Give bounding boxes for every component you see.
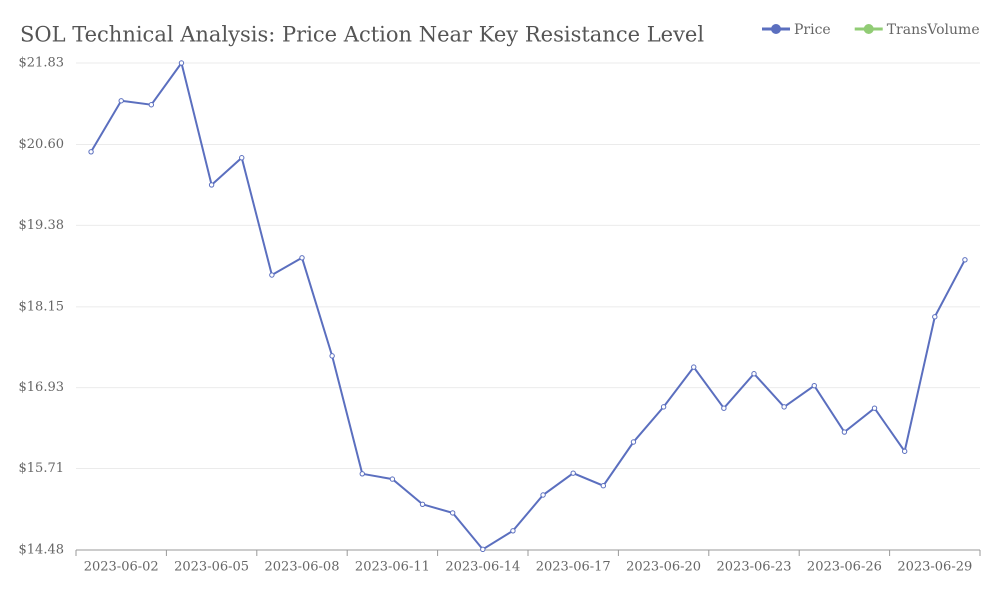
legend-label: Price (794, 22, 831, 38)
chart-title: SOL Technical Analysis: Price Action Nea… (20, 23, 704, 47)
legend-swatch (863, 24, 874, 34)
x-tick-label: 2023-06-11 (355, 560, 430, 575)
point (811, 382, 817, 389)
point (570, 470, 576, 476)
point (630, 439, 637, 445)
point (962, 257, 968, 263)
point (88, 149, 94, 155)
point (751, 371, 757, 377)
x-tick-label: 2023-06-02 (84, 560, 159, 575)
point (299, 255, 305, 261)
point (932, 314, 938, 320)
point (359, 471, 365, 477)
point (389, 476, 396, 482)
point (510, 528, 516, 534)
x-tick-label: 2023-06-20 (626, 560, 701, 575)
y-tick-label: $16.93 (19, 380, 65, 395)
x-tick-label: 2023-06-29 (897, 560, 972, 575)
point (600, 483, 607, 489)
x-tick-label: 2023-06-17 (536, 560, 611, 575)
point (208, 182, 215, 188)
y-tick-label: $15.71 (19, 461, 65, 476)
point (781, 404, 787, 410)
point (419, 501, 426, 507)
point (871, 405, 878, 411)
price-line (90, 60, 966, 551)
x-tick-label: 2023-06-23 (717, 560, 792, 575)
x-tick-label: 2023-06-14 (445, 560, 520, 575)
point (178, 60, 185, 66)
x-tick-label: 2023-06-08 (265, 560, 340, 575)
point (540, 492, 546, 498)
point (148, 102, 155, 108)
point (841, 429, 848, 435)
y-tick-label: $19.38 (19, 218, 65, 233)
point (691, 364, 697, 370)
y-tick-label: $14.48 (19, 543, 65, 558)
point (269, 272, 275, 278)
point (239, 155, 245, 161)
point (449, 510, 456, 516)
point (329, 353, 335, 359)
legend-swatch (771, 24, 781, 34)
point (721, 405, 727, 411)
x-tick-label: 2023-06-05 (174, 560, 249, 575)
y-tick-label: $21.83 (19, 56, 65, 71)
x-tick-label: 2023-06-26 (807, 560, 882, 575)
y-tick-label: $18.15 (19, 299, 65, 314)
point (660, 404, 667, 410)
y-tick-label: $20.60 (19, 137, 65, 152)
point (901, 448, 908, 454)
point (480, 546, 486, 553)
legend-label: TransVolume (887, 22, 980, 38)
point (118, 98, 124, 104)
